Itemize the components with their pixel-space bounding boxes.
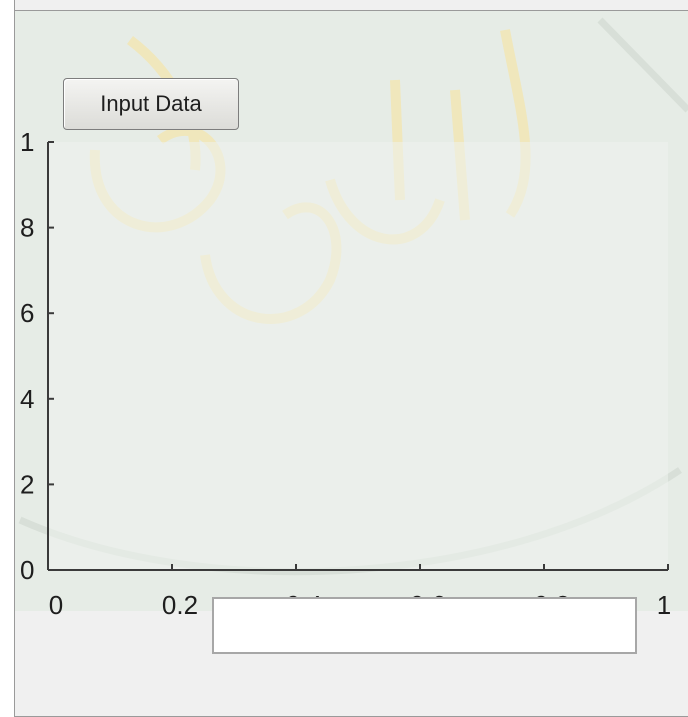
y-tick-label: 2 [20, 469, 34, 499]
x-tick-label: 0.2 [162, 590, 198, 620]
y-tick-label: 8 [20, 213, 34, 243]
y-tick-labels: 0 2 4 6 8 1 [20, 127, 34, 585]
x-tick-label: 0 [49, 590, 63, 620]
x-tick-label: 1 [657, 590, 671, 620]
window-left-margin [0, 0, 14, 717]
result-text-field[interactable] [212, 597, 637, 654]
plot-area [48, 142, 668, 570]
y-tick-label: 6 [20, 298, 34, 328]
x-tick-marks [47, 564, 669, 570]
y-tick-label: 4 [20, 384, 34, 414]
input-data-button[interactable]: Input Data [63, 78, 239, 130]
y-tick-marks [48, 141, 54, 571]
y-tick-label: 1 [20, 127, 34, 157]
y-tick-label: 0 [20, 555, 34, 585]
window-left-border [14, 0, 15, 717]
window-top-border [14, 10, 688, 11]
